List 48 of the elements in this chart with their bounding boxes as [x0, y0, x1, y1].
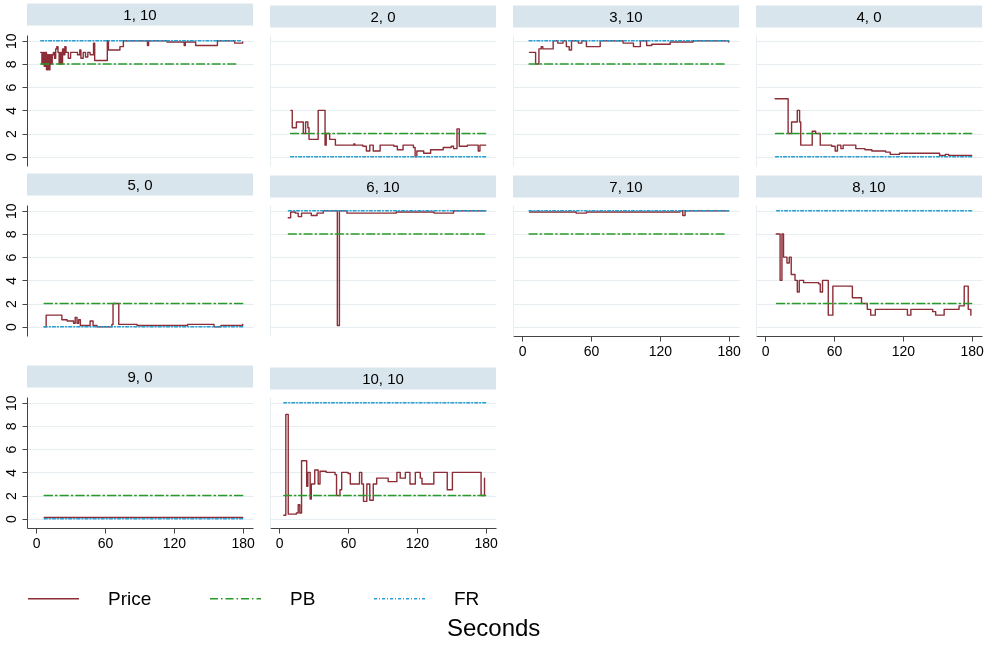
x-tick-label: 120: [891, 342, 916, 359]
chart-title: 9, 0: [127, 368, 153, 386]
y-tick-label: 0: [2, 153, 19, 162]
x-tick-label: 180: [231, 534, 256, 551]
chart-title: 3, 10: [609, 8, 643, 25]
y-tick-label: 2: [2, 491, 19, 500]
x-tick-label: 0: [761, 342, 770, 359]
legend-label: Price: [108, 587, 152, 609]
y-tick-label: 8: [2, 60, 19, 69]
y-tick-label: 10: [2, 395, 19, 412]
chart-title: 8, 10: [852, 178, 886, 195]
x-axis-title: Seconds: [446, 614, 541, 641]
y-tick-label: 10: [2, 33, 19, 50]
x-tick-label: 120: [162, 534, 187, 551]
y-tick-label: 6: [2, 83, 19, 92]
chart-title: 10, 10: [362, 370, 404, 387]
y-tick-label: 6: [2, 253, 19, 262]
x-tick-label: 180: [960, 342, 985, 359]
x-tick-label: 60: [97, 534, 114, 551]
x-tick-label: 60: [826, 342, 843, 359]
x-tick-label: 60: [340, 534, 357, 551]
y-tick-label: 6: [2, 445, 19, 454]
chart-title: 6, 10: [366, 178, 400, 195]
y-tick-label: 2: [2, 129, 19, 138]
y-tick-label: 2: [2, 299, 19, 308]
y-tick-label: 4: [2, 468, 19, 477]
x-tick-label: 60: [583, 342, 600, 359]
chart-title: 1, 10: [123, 6, 157, 24]
x-tick-label: 0: [32, 534, 41, 551]
chart-title: 7, 10: [609, 178, 643, 195]
x-tick-label: 0: [518, 342, 527, 359]
x-tick-label: 120: [405, 534, 430, 551]
y-tick-label: 4: [2, 276, 19, 285]
legend-label: FR: [454, 587, 480, 609]
x-tick-label: 180: [717, 342, 742, 359]
x-tick-label: 0: [275, 534, 284, 551]
x-tick-label: 180: [474, 534, 499, 551]
chart-title: 5, 0: [127, 176, 153, 194]
y-tick-label: 4: [2, 106, 19, 115]
legend-label: PB: [290, 587, 316, 609]
chart-title: 2, 0: [370, 8, 396, 25]
y-tick-label: 0: [2, 515, 19, 524]
y-tick-label: 0: [2, 323, 19, 332]
chart-title: 4, 0: [856, 8, 882, 25]
y-tick-label: 8: [2, 422, 19, 431]
y-tick-label: 8: [2, 230, 19, 239]
x-tick-label: 120: [648, 342, 673, 359]
y-tick-label: 10: [2, 203, 19, 220]
